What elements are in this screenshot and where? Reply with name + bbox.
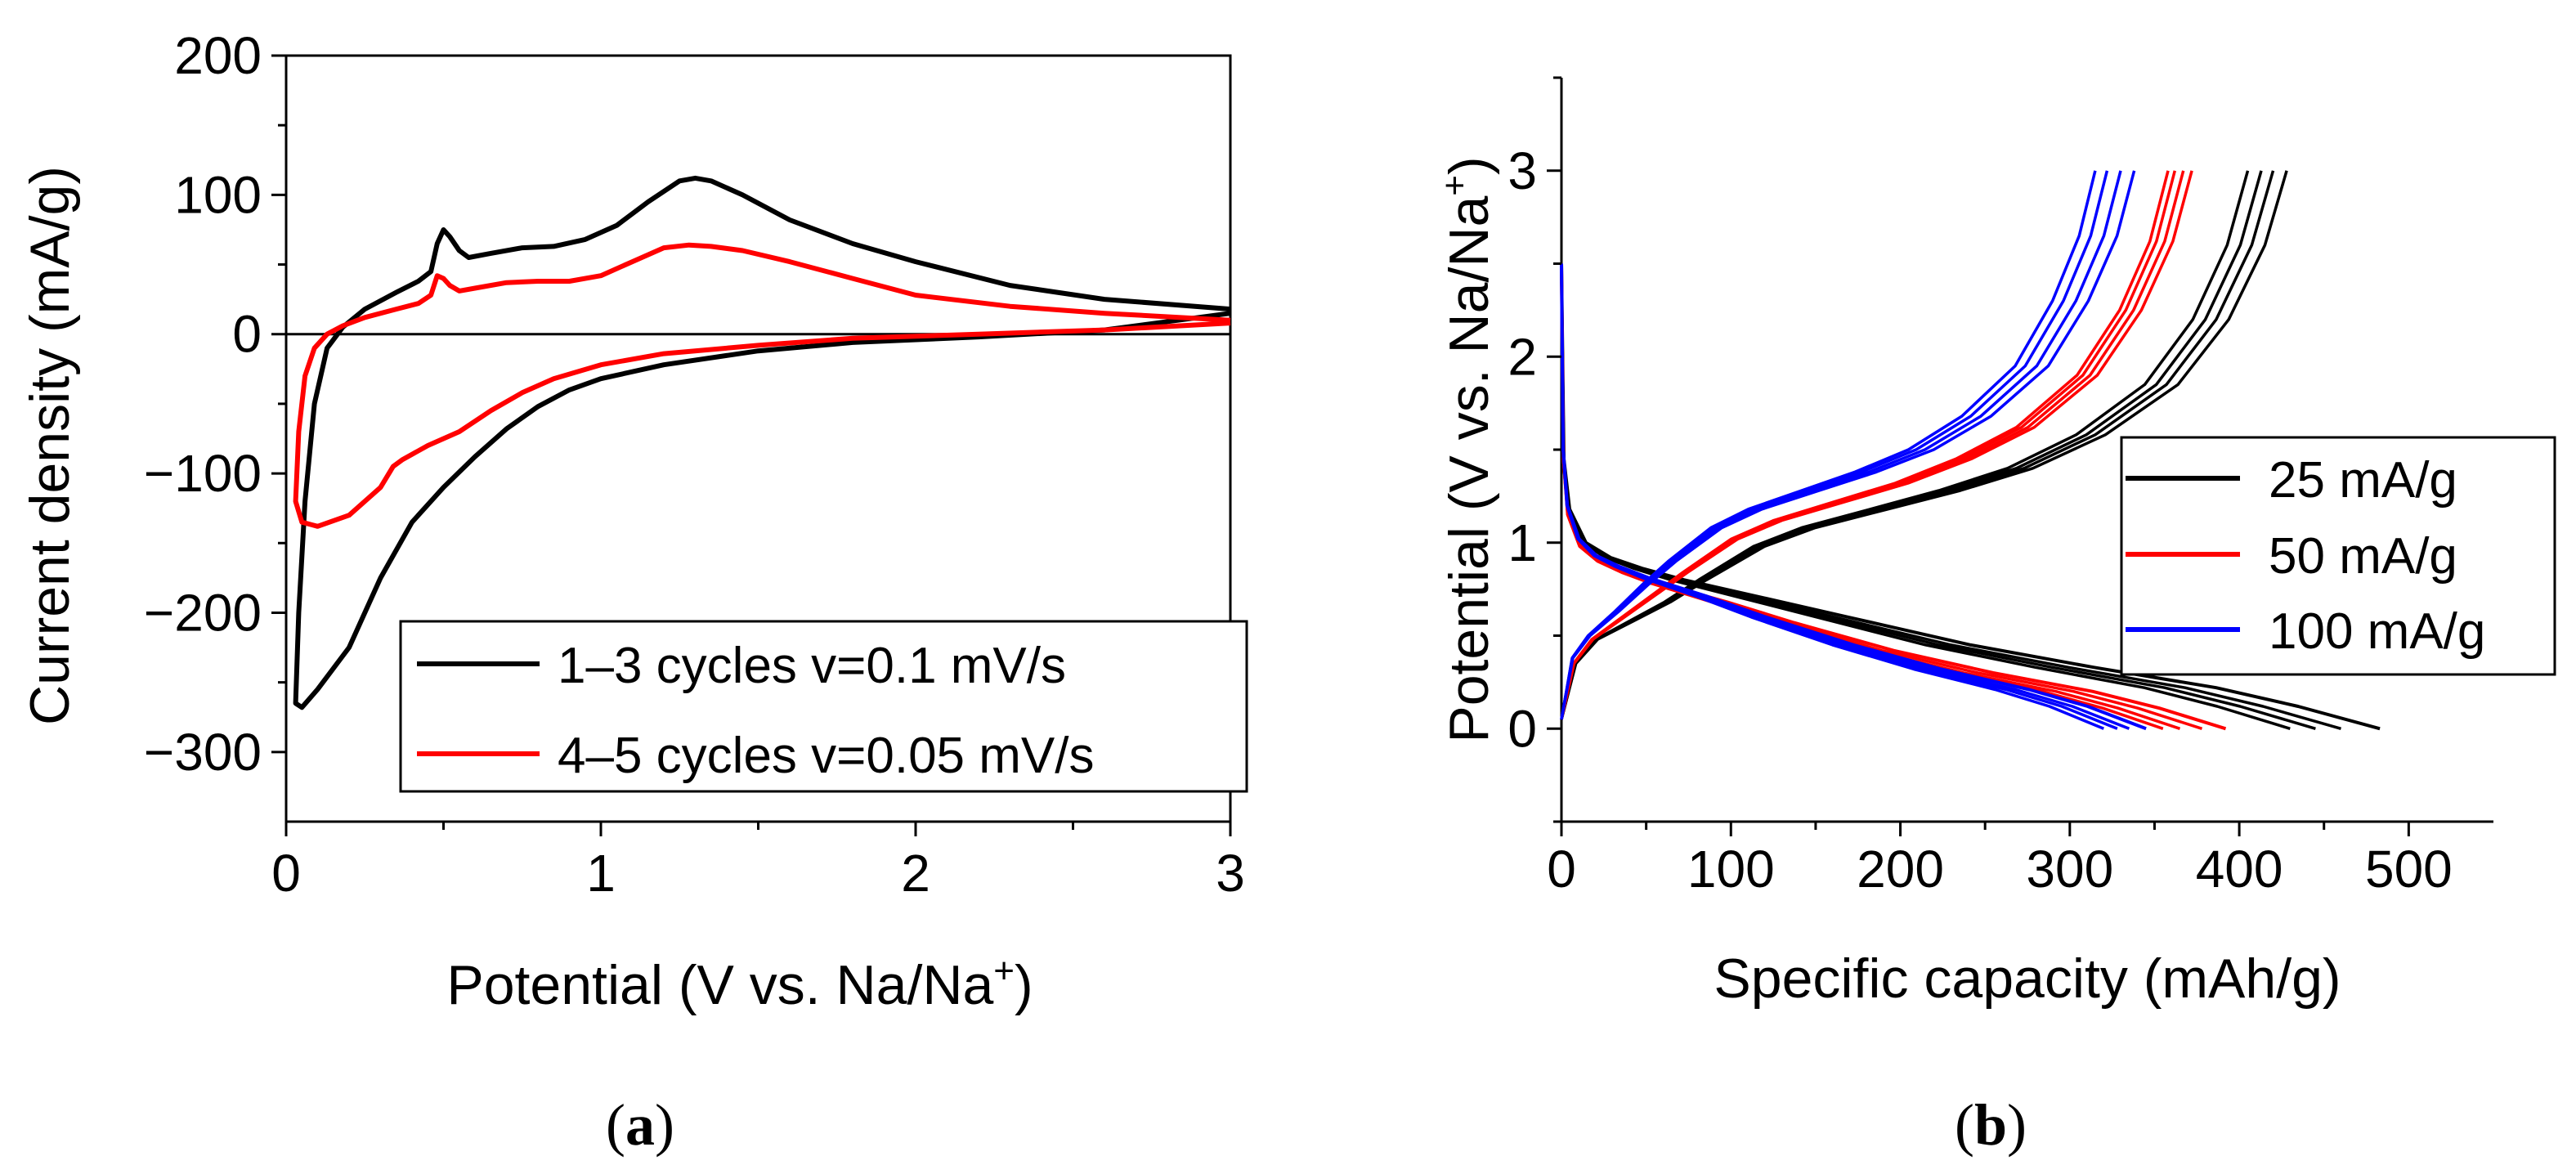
panel-b-charge-curve [1560,170,2097,720]
panel-a-legend-box [399,620,1248,793]
panel-b-x-axis-label: Specific capacity (mAh/g) [1714,948,2341,1010]
panel-a-y-tick-label: −200 [144,583,262,642]
panel-b-y-ticks: 0 1 2 3 [1508,76,1561,823]
panel-b-charge-curve [1560,170,2185,720]
panel-b-series-group [1560,170,2381,731]
legend-label-cycles-1-3: 1–3 cycles v=0.1 mV/s [558,638,1066,694]
panel-b-galvanostatic-cycling: 0 100 200 300 400 500 0 1 2 3 Specific capacity … [1435,76,2556,1158]
legend-label-50mAg: 50 mA/g [2269,528,2457,585]
panel-a-x-tick-label: 2 [901,844,930,903]
panel-a-legend: 1–3 cycles v=0.1 mV/s 4–5 cycles v=0.05 … [399,620,1248,793]
panel-b-x-tick-label: 400 [2196,840,2283,898]
panel-a-x-ticks: 0 1 2 3 [271,822,1245,903]
panel-b-discharge-curve [1560,263,2104,730]
panel-a-y-tick-label: 100 [174,165,262,224]
legend-label-100mAg: 100 mA/g [2269,603,2485,660]
panel-a-x-tick-label: 3 [1216,844,1245,903]
panel-b-x-tick-label: 200 [1857,840,1944,898]
panel-a-series-line-2 [293,242,1231,529]
panel-b-x-ticks: 0 100 200 300 400 500 [1547,822,2453,898]
panel-a-series-line-1 [293,175,1231,710]
panel-b-legend: 25 mA/g 50 mA/g 100 mA/g [2120,436,2556,676]
panel-b-y-tick-label: 0 [1508,699,1537,758]
panel-a-x-tick-label: 1 [586,844,616,903]
panel-b-caption: (b) [1955,1092,2027,1158]
panel-a-y-tick-label: 200 [174,26,262,85]
panel-b-y-tick-label: 3 [1508,141,1537,200]
panel-b-charge-curve [1560,170,2250,720]
panel-a-series-group [293,175,1231,710]
panel-b-x-tick-label: 0 [1547,840,1576,898]
panel-b-x-tick-label: 500 [2365,840,2453,898]
legend-label-25mAg: 25 mA/g [2269,452,2457,509]
panel-a-y-ticks: 200 100 0 −100 −200 −300 [144,26,286,782]
panel-b-x-tick-label: 300 [2026,840,2113,898]
legend-label-cycles-4-5: 4–5 cycles v=0.05 mV/s [558,728,1094,784]
panel-a-caption: (a) [606,1092,674,1158]
panel-a-y-axis-label: Current density (mA/g) [19,166,81,725]
panel-b-charge-curve [1560,170,2170,720]
panel-b-y-tick-label: 1 [1508,513,1537,572]
panel-a-y-tick-label: 0 [232,305,262,364]
panel-b-y-tick-label: 2 [1508,327,1537,386]
panel-a-x-tick-label: 0 [271,844,301,903]
panel-a-x-axis-label: Potential (V vs. Na/Na+) [446,951,1033,1016]
panel-a-y-tick-label: −300 [144,723,262,782]
panel-b-x-tick-label: 100 [1687,840,1775,898]
panel-b-discharge-curve [1560,263,2181,730]
panel-b-y-axis-label: Potential (V vs. Na/Na+) [1435,156,1500,742]
panel-a-cyclic-voltammetry: 0 1 2 3 200 100 0 −100 −200 −300 Potential (V vs… [19,26,1248,1158]
panel-a-y-tick-label: −100 [144,444,262,503]
